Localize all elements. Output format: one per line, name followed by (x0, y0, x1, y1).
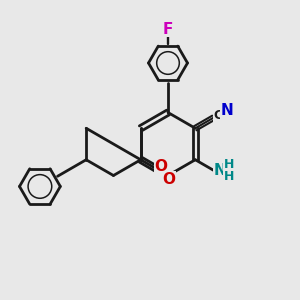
Text: F: F (163, 22, 173, 37)
Text: H: H (224, 170, 234, 183)
Text: N: N (214, 163, 226, 178)
Text: H: H (224, 158, 234, 171)
Text: C: C (214, 109, 223, 122)
Text: O: O (162, 172, 175, 187)
Text: O: O (154, 159, 167, 174)
Text: N: N (220, 103, 233, 118)
